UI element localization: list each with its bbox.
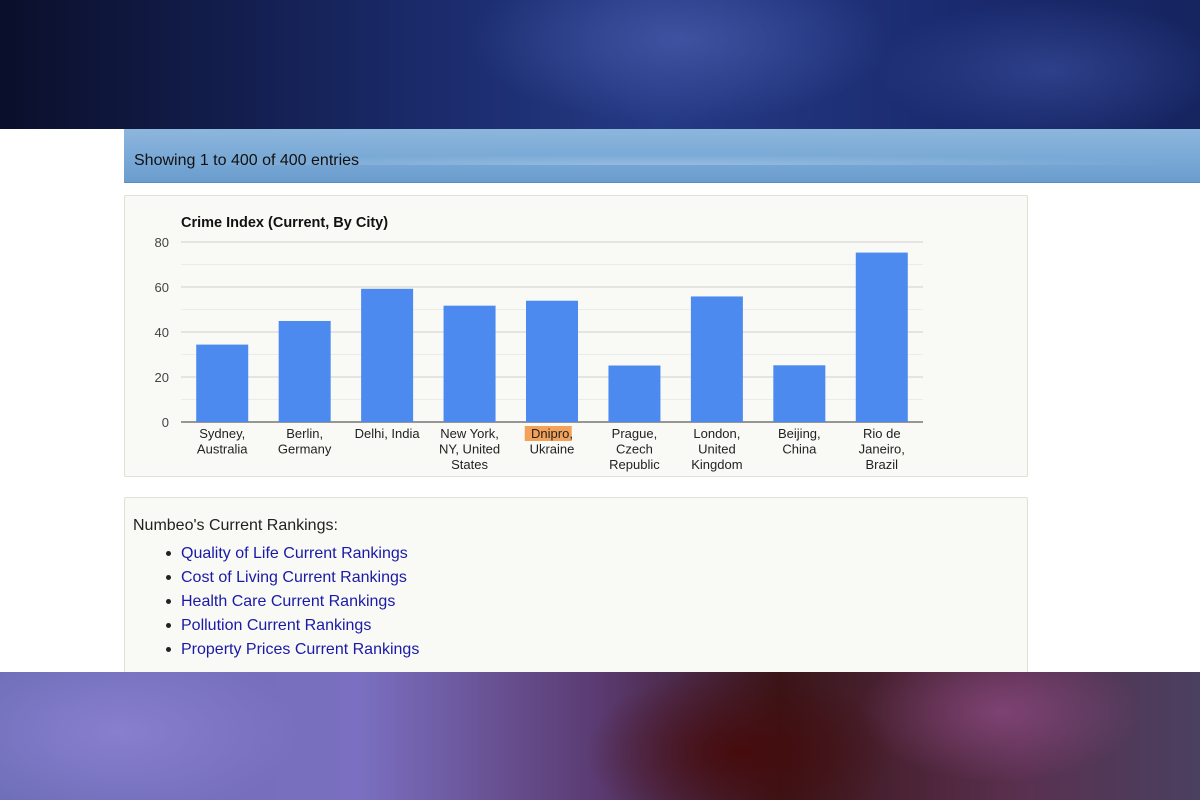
x-tick-label: Delhi, India [355,426,421,441]
chart-bar[interactable] [690,296,743,422]
x-tick-label: Brazil [866,457,899,472]
info-bar-wave [124,151,1200,165]
bullet-icon [166,647,171,652]
x-tick-label: Republic [609,457,660,472]
chart-bar[interactable] [361,288,414,422]
background-bottom [0,672,1200,800]
current-rankings-panel: Numbeo's Current Rankings: Quality of Li… [124,497,1028,672]
chart-title: Crime Index (Current, By City) [181,215,388,231]
x-tick-label: Ukraine [530,442,575,457]
rankings-list-item: Pollution Current Rankings [163,614,419,638]
y-tick-label: 20 [155,370,169,385]
chart-x-labels: Sydney,Australia Berlin,Germany Delhi, Ind… [197,426,905,472]
web-page: Showing 1 to 400 of 400 entries 0 20 40 60 8… [0,129,1200,672]
crime-index-chart: 0 20 40 60 80 Sydney,Australia Berlin,Germany… [155,215,923,472]
bullet-icon [166,575,171,580]
bullet-icon [166,551,171,556]
ranking-link[interactable]: Health Care Current Rankings [181,593,396,610]
ranking-link[interactable]: Cost of Living Current Rankings [181,569,407,586]
chart-y-ticks: 0 20 40 60 80 [155,235,169,430]
search-highlight [524,426,572,441]
x-tick-label: China [782,442,817,457]
entries-info-text: Showing 1 to 400 of 400 entries [134,152,360,169]
x-tick-label: Sydney, [199,426,245,441]
x-tick-label: New York, [440,426,499,441]
rankings-list-item: Quality of Life Current Rankings [163,542,419,566]
chart-bar[interactable] [773,365,826,422]
crime-index-chart-panel: 0 20 40 60 80 Sydney, Australia Berlin, Germany… [124,195,1028,477]
x-tick-label: Germany [278,442,332,457]
rankings-list-item: Cost of Living Current Rankings [163,566,419,590]
rankings-list-item: Health Care Current Rankings [163,590,419,614]
bullet-icon [166,599,171,604]
chart-bar[interactable] [443,305,496,422]
x-tick-label: Berlin, [286,426,323,441]
x-tick-label: States [451,457,488,472]
table-info-bar: Showing 1 to 400 of 400 entries [124,129,1200,183]
ranking-link[interactable]: Pollution Current Rankings [181,617,372,634]
ranking-link[interactable]: Quality of Life Current Rankings [181,545,408,562]
chart-bar[interactable] [608,365,661,422]
rankings-list: Quality of Life Current Rankings Cost of … [163,542,419,662]
chart-bar[interactable] [526,300,578,422]
x-tick-label: Australia [197,442,248,457]
rankings-list-item: Property Prices Current Rankings [163,638,419,662]
x-tick-label: Kingdom [691,457,742,472]
y-tick-label: 0 [162,415,169,430]
x-tick-label: Dnipro, [531,426,573,441]
x-tick-label: Rio de [863,426,901,441]
x-tick-label: United [698,442,736,457]
x-tick-label: London, [693,426,740,441]
x-tick-label: Prague, [612,426,658,441]
chart-bar[interactable] [278,320,331,422]
y-tick-label: 60 [155,280,169,295]
background-top [0,0,1200,130]
x-tick-label: Beijing, [778,426,821,441]
chart-bars [196,252,908,422]
x-tick-label: Janeiro, [859,442,905,457]
x-tick-label: Czech [616,442,653,457]
rankings-title: Numbeo's Current Rankings: [133,517,338,534]
chart-bar[interactable] [855,252,908,422]
chart-bar[interactable] [196,344,249,422]
y-tick-label: 40 [155,325,169,340]
bullet-icon [166,623,171,628]
ranking-link[interactable]: Property Prices Current Rankings [181,641,420,658]
x-tick-label: NY, United [439,442,500,457]
y-tick-label: 80 [155,235,169,250]
